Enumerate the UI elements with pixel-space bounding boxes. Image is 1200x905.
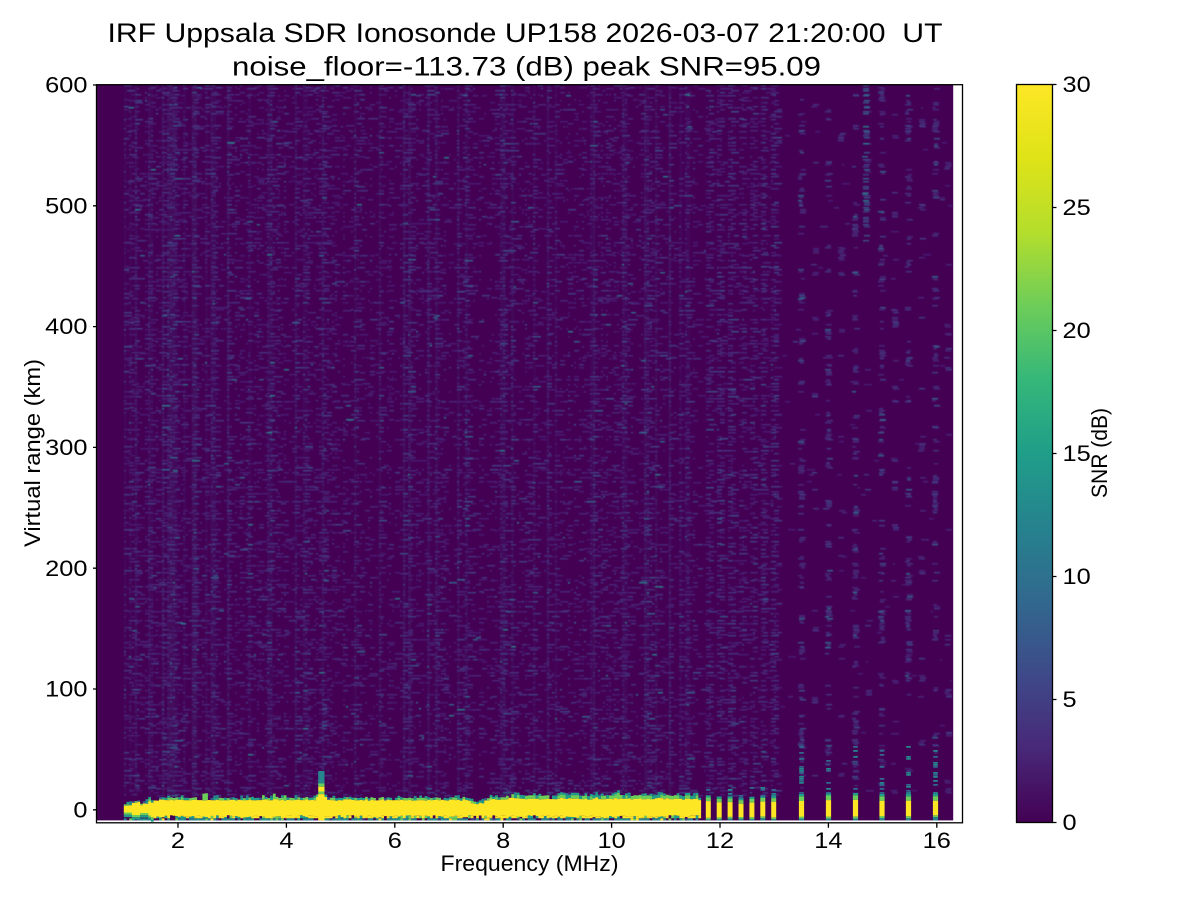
svg-text:Virtual range (km): Virtual range (km) — [20, 359, 45, 547]
svg-text:500: 500 — [45, 193, 87, 218]
svg-text:16: 16 — [923, 828, 951, 853]
svg-text:noise_floor=-113.73 (dB) peak: noise_floor=-113.73 (dB) peak SNR=95.09 — [232, 52, 821, 82]
svg-text:30: 30 — [1063, 72, 1091, 97]
svg-text:300: 300 — [45, 435, 87, 460]
svg-text:15: 15 — [1063, 441, 1091, 466]
svg-text:25: 25 — [1063, 195, 1091, 220]
svg-text:6: 6 — [388, 828, 402, 853]
svg-text:100: 100 — [45, 677, 87, 702]
svg-text:8: 8 — [496, 828, 510, 853]
svg-text:600: 600 — [45, 73, 87, 98]
svg-text:12: 12 — [706, 828, 734, 853]
svg-text:10: 10 — [598, 828, 626, 853]
svg-text:20: 20 — [1063, 318, 1091, 343]
svg-text:IRF Uppsala SDR Ionosonde UP15: IRF Uppsala SDR Ionosonde UP158 2026-03-… — [108, 18, 943, 48]
svg-text:10: 10 — [1063, 564, 1091, 589]
svg-text:0: 0 — [73, 797, 87, 822]
svg-text:Frequency (MHz): Frequency (MHz) — [441, 851, 619, 876]
svg-text:4: 4 — [279, 828, 293, 853]
svg-text:5: 5 — [1063, 687, 1077, 712]
svg-text:200: 200 — [45, 556, 87, 581]
svg-text:14: 14 — [814, 828, 842, 853]
svg-text:SNR (dB): SNR (dB) — [1087, 408, 1112, 498]
svg-text:400: 400 — [45, 314, 87, 339]
svg-text:0: 0 — [1063, 810, 1077, 835]
svg-text:2: 2 — [171, 828, 185, 853]
